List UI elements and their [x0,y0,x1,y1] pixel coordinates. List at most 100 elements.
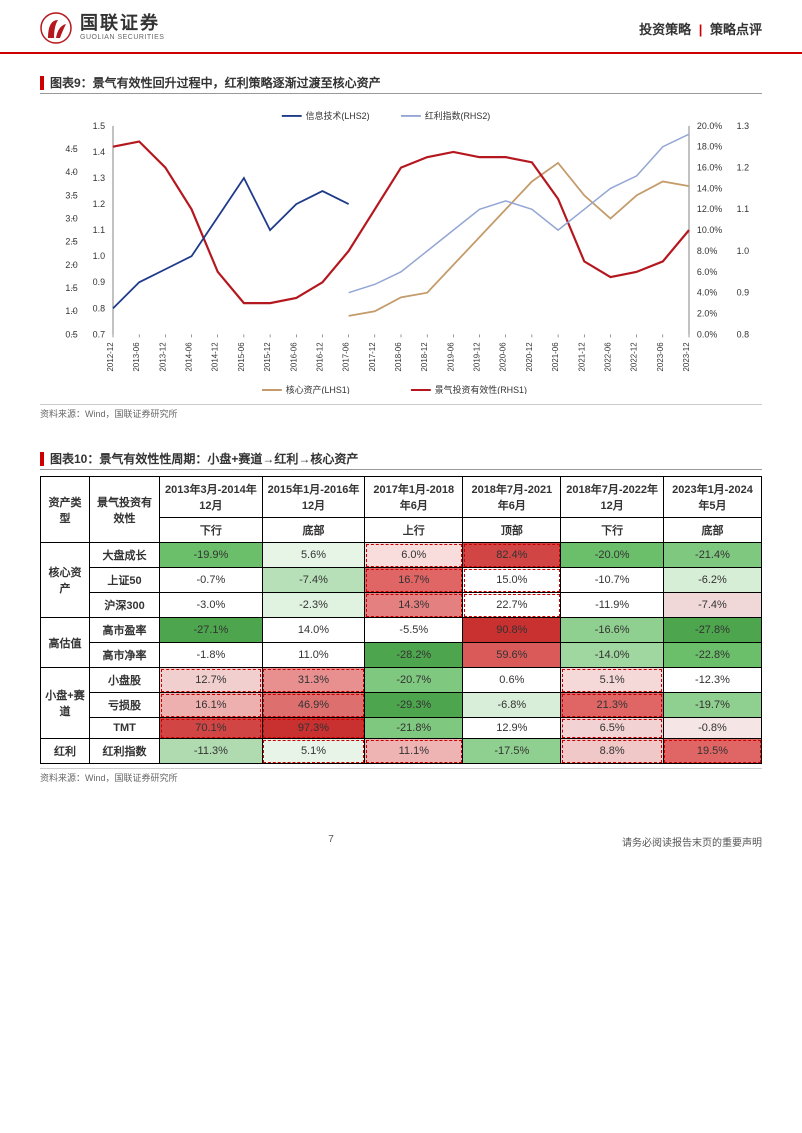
svg-text:1.1: 1.1 [93,225,105,235]
table-cell: -1.8% [160,643,263,668]
svg-text:0.9: 0.9 [93,277,105,287]
table-cell: -7.4% [262,568,365,593]
table-cell: -20.7% [365,668,463,693]
table-row: 亏损股16.1%46.9%-29.3%-6.8%21.3%-19.7% [41,693,762,718]
company-logo-icon [40,12,72,44]
table-group-label: 红利 [41,739,90,764]
svg-text:2014-06: 2014-06 [185,342,194,372]
table-row: 红利红利指数-11.3%5.1%11.1%-17.5%8.8%19.5% [41,739,762,764]
table-cell: 19.5% [663,739,761,764]
svg-text:1.0: 1.0 [93,251,105,261]
svg-text:2021-12: 2021-12 [577,342,586,372]
table-cell: 5.6% [262,543,365,568]
table-row: 沪深300-3.0%-2.3%14.3%22.7%-11.9%-7.4% [41,593,762,618]
table-cell: -11.9% [561,593,664,618]
svg-text:14.0%: 14.0% [697,183,722,193]
svg-text:信息技术(LHS2): 信息技术(LHS2) [306,110,370,121]
table-cell: -11.3% [160,739,263,764]
table-cell: 15.0% [463,568,561,593]
table-cell: 11.1% [365,739,463,764]
svg-text:景气投资有效性(RHS1): 景气投资有效性(RHS1) [435,384,527,394]
table-cell: -0.7% [160,568,263,593]
svg-text:2018-06: 2018-06 [394,342,403,372]
svg-text:2012-12: 2012-12 [106,342,115,372]
table-cell: -22.8% [663,643,761,668]
table-phase-header: 上行 [365,518,463,543]
figure-9-source: 资料来源：Wind，国联证券研究所 [40,404,762,420]
table-cell: 82.4% [463,543,561,568]
svg-text:20.0%: 20.0% [697,121,722,131]
svg-text:2019-06: 2019-06 [446,342,455,372]
svg-text:核心资产(LHS1): 核心资产(LHS1) [286,384,350,394]
figure-9-block: 图表9：景气有效性回升过程中，红利策略逐渐过渡至核心资产 0.51.01.52.… [40,74,762,420]
company-name-en: GUOLIAN SECURITIES [80,34,164,42]
table-row-label: 沪深300 [90,593,160,618]
svg-text:12.0%: 12.0% [697,204,722,214]
svg-text:2020-06: 2020-06 [499,342,508,372]
svg-text:6.0%: 6.0% [697,267,717,277]
page-footer: 7 请务必阅读报告末页的重要声明 [0,824,802,869]
table-cell: -6.8% [463,693,561,718]
figure-10-block: 图表10：景气有效性性周期：小盘+赛道→红利→核心资产 资产类型景气投资有效性2… [40,450,762,784]
svg-text:红利指数(RHS2): 红利指数(RHS2) [425,110,490,121]
table-cell: -28.2% [365,643,463,668]
svg-text:1.3: 1.3 [93,173,105,183]
svg-text:2017-06: 2017-06 [342,342,351,372]
table-header: 2018年7月-2021年6月 [463,477,561,518]
svg-text:4.0%: 4.0% [697,288,717,298]
table-phase-header: 底部 [663,518,761,543]
table-phase-header: 下行 [160,518,263,543]
table-cell: 12.7% [160,668,263,693]
table-cell: 59.6% [463,643,561,668]
title-red-bar-icon [40,452,44,466]
document-category: 投资策略 | 策略点评 [639,19,762,38]
svg-text:10.0%: 10.0% [697,225,722,235]
company-name-cn: 国联证券 [80,14,164,34]
table-cell: 70.1% [160,718,263,739]
svg-text:2015-12: 2015-12 [263,342,272,372]
figure-9-title: 图表9：景气有效性回升过程中，红利策略逐渐过渡至核心资产 [50,74,381,91]
svg-text:2023-12: 2023-12 [682,342,691,372]
category-left: 投资策略 [639,22,691,37]
svg-text:1.2: 1.2 [93,199,105,209]
table-cell: 5.1% [262,739,365,764]
svg-text:1.5: 1.5 [93,121,105,131]
svg-text:2014-12: 2014-12 [211,342,220,372]
svg-text:2023-06: 2023-06 [656,342,665,372]
svg-text:1.0: 1.0 [737,246,749,256]
table-cell: 11.0% [262,643,365,668]
table-phase-header: 下行 [561,518,664,543]
table-cell: -5.5% [365,618,463,643]
table-row-label: 亏损股 [90,693,160,718]
table-cell: -20.0% [561,543,664,568]
table-cell: 6.0% [365,543,463,568]
svg-text:1.3: 1.3 [737,121,749,131]
table-phase-header: 顶部 [463,518,561,543]
table-row: 上证50-0.7%-7.4%16.7%15.0%-10.7%-6.2% [41,568,762,593]
page-header: 国联证券 GUOLIAN SECURITIES 投资策略 | 策略点评 [0,0,802,54]
table-header: 2023年1月-2024年5月 [663,477,761,518]
footer-disclaimer: 请务必阅读报告末页的重要声明 [622,834,762,849]
table-cell: 6.5% [561,718,664,739]
svg-text:1.2: 1.2 [737,163,749,173]
svg-text:2018-12: 2018-12 [420,342,429,372]
svg-text:1.4: 1.4 [93,147,105,157]
svg-text:2017-12: 2017-12 [368,342,377,372]
table-cell: 12.9% [463,718,561,739]
table-cell: 14.3% [365,593,463,618]
table-cell: 8.8% [561,739,664,764]
table-group-label: 高估值 [41,618,90,668]
table-row-label: 红利指数 [90,739,160,764]
svg-text:2016-06: 2016-06 [289,342,298,372]
chart-9: 0.51.01.52.02.53.03.54.04.50.70.80.91.01… [40,100,762,400]
table-header: 2018年7月-2022年12月 [561,477,664,518]
table-cell: 16.7% [365,568,463,593]
table-row-label: 大盘成长 [90,543,160,568]
svg-text:2022-06: 2022-06 [603,342,612,372]
table-row-label: 上证50 [90,568,160,593]
table-cell: 31.3% [262,668,365,693]
table-header: 2017年1月-2018年6月 [365,477,463,518]
table-cell: -21.4% [663,543,761,568]
title-red-bar-icon [40,76,44,90]
table-cell: -7.4% [663,593,761,618]
